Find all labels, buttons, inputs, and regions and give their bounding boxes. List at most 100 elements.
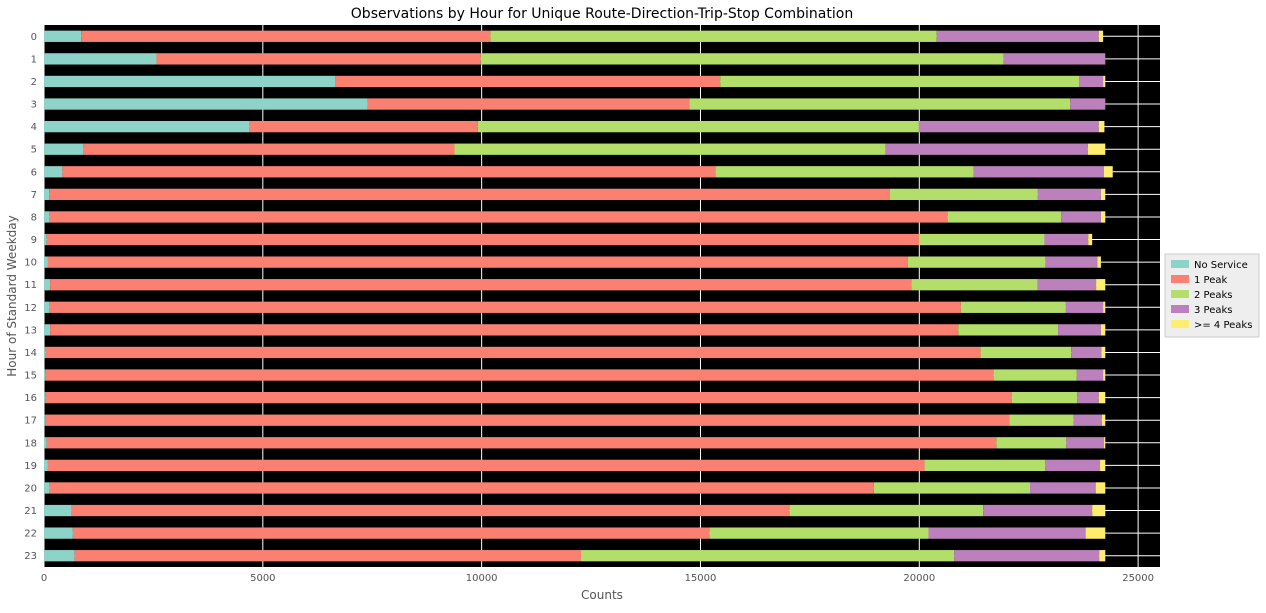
bar-segment [1097, 256, 1101, 268]
y-tick-label: 19 [24, 461, 37, 472]
bar-segment [47, 459, 925, 472]
legend-swatch [1171, 275, 1189, 283]
bar-segment [44, 527, 73, 539]
bar-segment [44, 324, 51, 336]
bar-segment [49, 211, 948, 223]
legend-swatch [1171, 290, 1189, 298]
bar-segment [1045, 459, 1101, 472]
bar-segment [47, 256, 908, 268]
bar-segment [83, 143, 455, 155]
bar-segment [1070, 98, 1106, 110]
legend-label: 3 Peaks [1194, 305, 1233, 316]
bar-segment [911, 279, 1038, 291]
x-tick-label: 5000 [250, 573, 275, 584]
bar-segment [71, 504, 790, 517]
bar-segment [1061, 211, 1101, 223]
bar-segment [1066, 437, 1104, 449]
bar-segment [49, 482, 874, 494]
bar-segment [44, 53, 157, 65]
bar-segment [936, 30, 1099, 42]
bar-segment [960, 301, 1066, 313]
bar-segment [45, 391, 1012, 404]
y-tick-label: 21 [24, 506, 37, 517]
bar-segment [1009, 414, 1074, 426]
bar-segment [44, 504, 72, 517]
bar-segment [1095, 482, 1106, 494]
bar-segment [1058, 324, 1101, 336]
bar-segment [1088, 233, 1093, 246]
bar-segment [44, 98, 368, 110]
legend-label: No Service [1194, 260, 1248, 271]
bar-segment [44, 279, 51, 291]
bar-segment [72, 527, 710, 539]
bar-segment [954, 550, 1100, 562]
bar-segment [918, 120, 1099, 133]
bar-segment [44, 437, 47, 449]
bar-segment [715, 166, 974, 178]
bar-segment [1073, 414, 1102, 426]
y-tick-label: 0 [31, 32, 37, 43]
bar-segment [1100, 211, 1106, 223]
bar-segment [1003, 53, 1106, 65]
y-tick-label: 5 [31, 145, 37, 156]
bar-segment [45, 414, 1010, 426]
x-tick-label: 25000 [1122, 573, 1154, 584]
bar-segment [1103, 166, 1113, 178]
bar-segment [46, 437, 997, 449]
bar-segment [44, 482, 50, 494]
y-axis-label: Hour of Standard Weekday [5, 215, 19, 376]
bar-segment [44, 30, 82, 42]
y-tick-label: 1 [31, 54, 37, 65]
bar-segment [1096, 279, 1106, 291]
bar-segment [1087, 143, 1106, 155]
bar-segment [44, 414, 46, 426]
bar-segment [249, 120, 478, 133]
bar-segment [1100, 188, 1106, 201]
bar-segment [1030, 482, 1096, 494]
x-axis: 0 5000 10000 15000 20000 25000 [41, 573, 1154, 584]
bar-segment [156, 53, 481, 65]
bar-segment [44, 166, 63, 178]
legend-label: 1 Peak [1194, 275, 1227, 286]
y-tick-label: 18 [24, 438, 37, 449]
bar-segment [477, 120, 919, 133]
bar-segment [1076, 369, 1104, 381]
bar-segment [580, 550, 955, 562]
bar-segment [689, 98, 1071, 110]
bar-segment [44, 233, 47, 246]
bar-segment [1011, 391, 1078, 404]
y-tick-label: 9 [31, 235, 37, 246]
bar-segment [1100, 459, 1106, 472]
y-tick-label: 15 [24, 371, 37, 382]
bar-segment [62, 166, 716, 178]
bar-segment [1037, 279, 1097, 291]
bar-segment [50, 279, 912, 291]
x-tick-label: 0 [41, 573, 47, 584]
bar-segment [1071, 346, 1102, 359]
bar-segment [1077, 391, 1099, 404]
bar-segment [46, 233, 920, 246]
y-tick-label: 22 [24, 529, 37, 540]
bar-segment [1092, 504, 1106, 517]
y-tick-label: 16 [24, 393, 37, 404]
bar-segment [490, 30, 937, 42]
bar-segment [907, 256, 1046, 268]
bar-segment [50, 324, 959, 336]
bar-segment [45, 346, 981, 359]
bar-segment [44, 346, 46, 359]
legend-swatch [1171, 320, 1189, 328]
legend-swatch [1171, 260, 1189, 268]
bar-segment [1103, 369, 1106, 381]
y-tick-label: 4 [31, 122, 37, 133]
y-tick-label: 12 [24, 303, 37, 314]
bar-segment [789, 504, 984, 517]
bar-segment [928, 527, 1086, 539]
bar-segment [454, 143, 886, 155]
x-axis-label: Counts [581, 588, 623, 602]
bar-segment [1098, 391, 1106, 404]
bar-segment [1098, 30, 1104, 42]
bar-segment [1103, 301, 1106, 313]
bar-segment [44, 391, 46, 404]
